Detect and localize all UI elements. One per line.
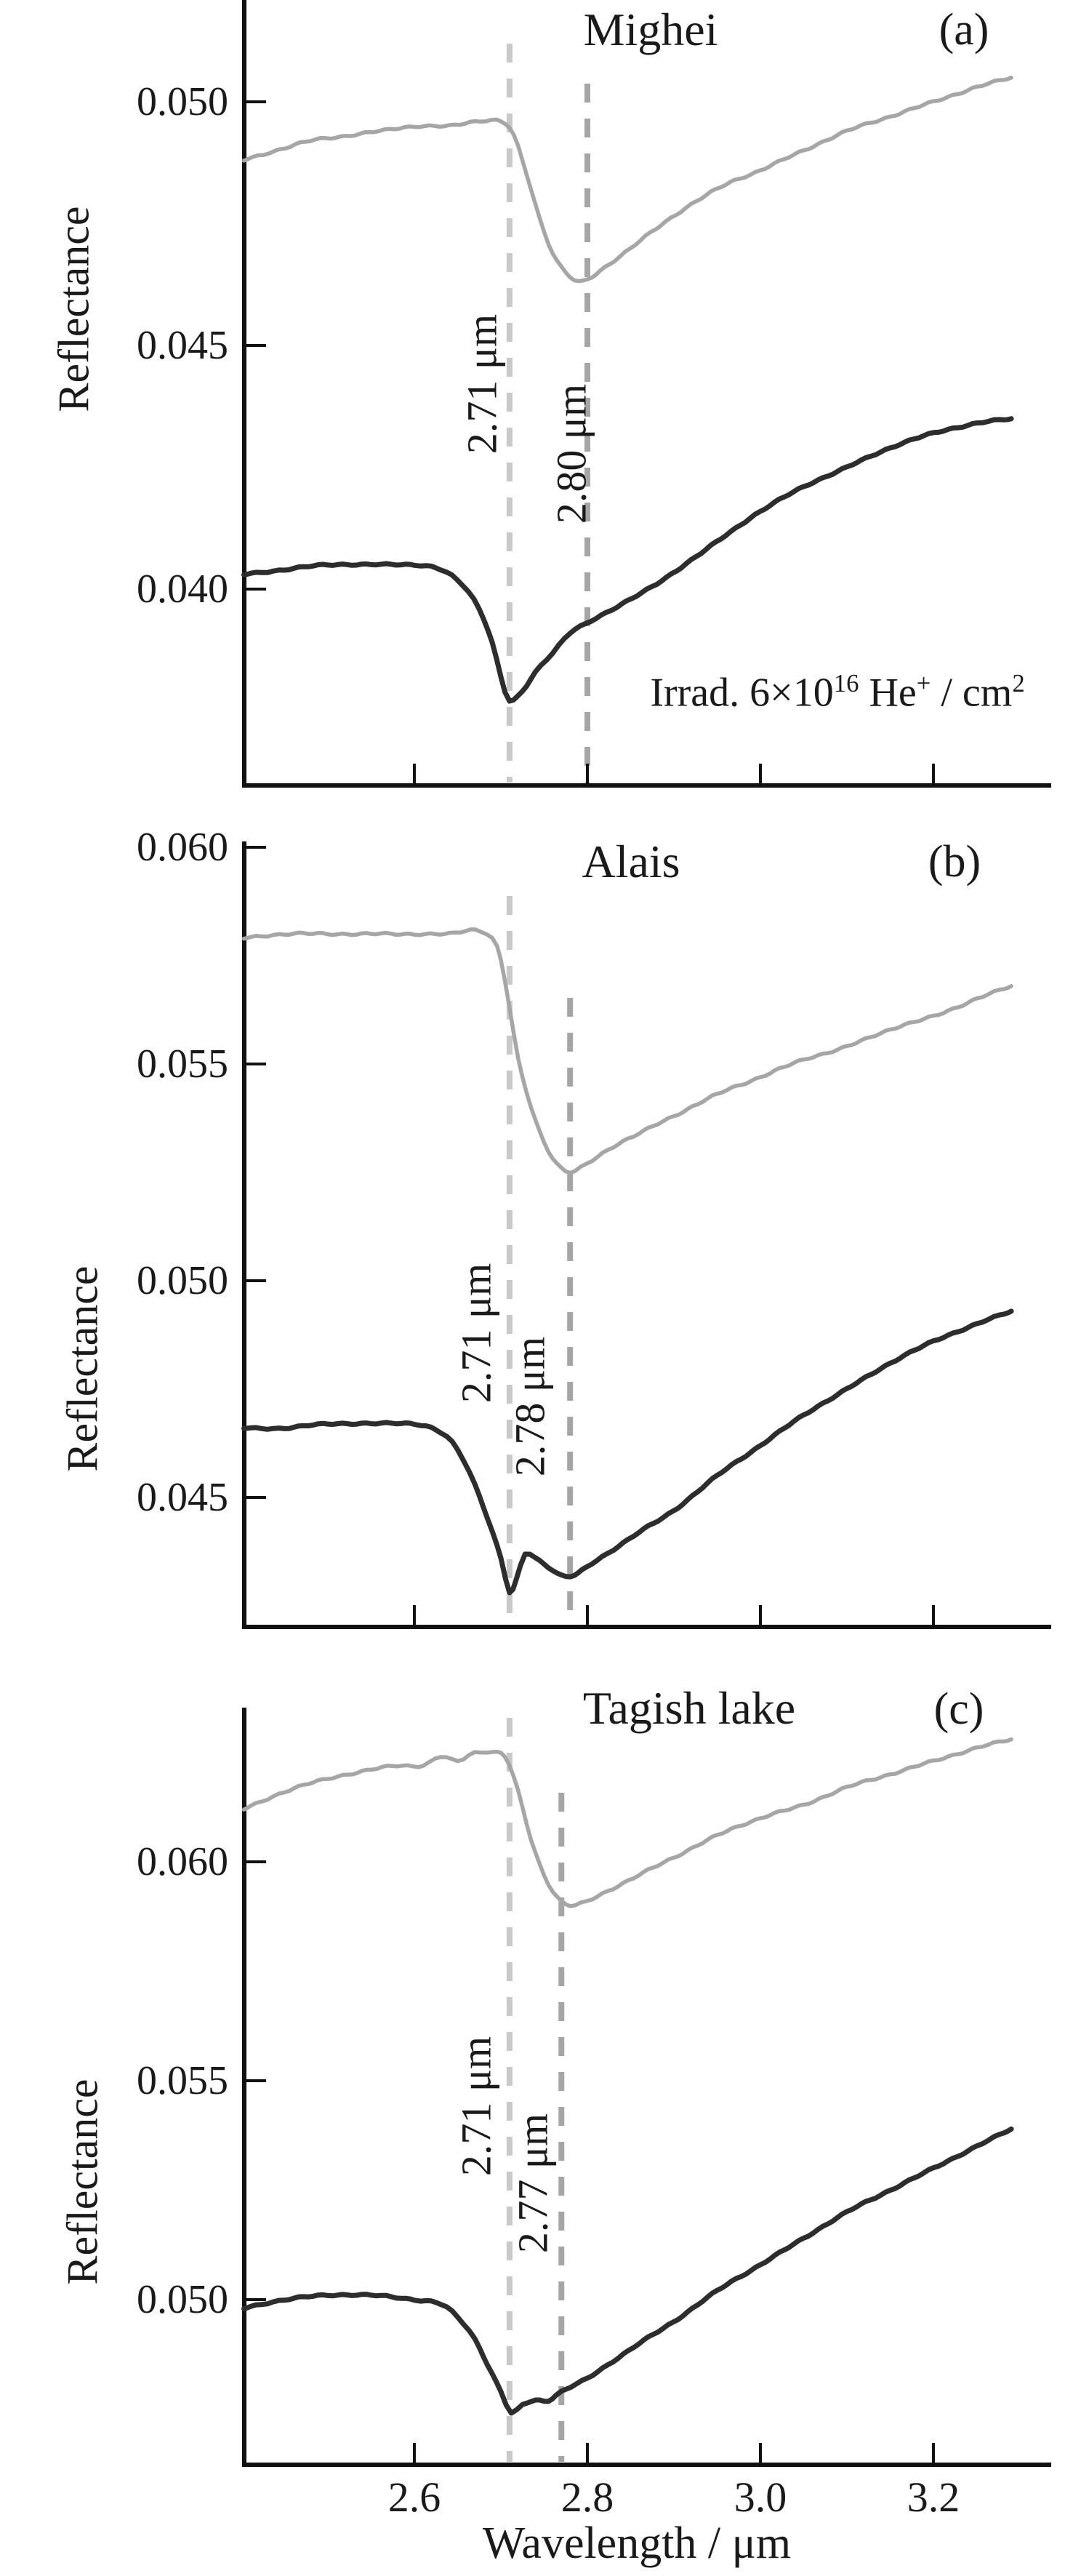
panel-b-annotation-271: 2.71 μm: [452, 1263, 500, 1404]
panel-a-annotation-280: 2.80 μm: [547, 383, 595, 524]
y-tick-label-(c): 0.055: [137, 2057, 228, 2103]
irradiated-spectrum-(a): [241, 416, 1014, 704]
unirradiated-spectrum-(c): [241, 1737, 1013, 1908]
irradiated-spectrum-(c): [241, 2126, 1014, 2416]
y-tick-label-(a): 0.050: [137, 79, 228, 125]
x-tick-label: 2.6: [387, 2473, 441, 2521]
panel-c-annotation-277: 2.77 μm: [509, 2113, 557, 2254]
y-tick-label-(b): 0.060: [137, 824, 228, 870]
panel-a-letter: (a): [939, 5, 989, 55]
panel-b-title: Alais: [582, 836, 680, 887]
panel-c-letter: (c): [933, 1684, 984, 1734]
y-tick-label-(b): 0.055: [137, 1041, 228, 1087]
panel-a-annotation-271: 2.71 μm: [458, 313, 506, 455]
x-tick-label: 2.8: [560, 2473, 614, 2521]
y-tick-label-(b): 0.045: [137, 1474, 228, 1520]
y-tick-label-(b): 0.050: [137, 1257, 228, 1303]
unirradiated-spectrum-(a): [241, 75, 1013, 284]
x-axis-title: Wavelength / μm: [482, 2519, 792, 2568]
y-tick-label-(c): 0.060: [137, 1839, 228, 1884]
irradiation-note: Irrad. 6×1016 He+ / cm2: [650, 669, 1025, 716]
panel-a-y-axis-title: Reflectance: [49, 206, 98, 412]
panel-b-annotation-278: 2.78 μm: [506, 1336, 554, 1477]
y-tick-label-(a): 0.040: [137, 567, 228, 612]
panel-c-title: Tagish lake: [582, 1682, 796, 1734]
panel-b-letter: (b): [928, 837, 981, 887]
panel-c-y-axis-title: Reflectance: [58, 2079, 107, 2285]
x-tick-label: 3.2: [907, 2473, 960, 2521]
panel-c-annotation-271: 2.71 μm: [452, 2036, 500, 2177]
y-tick-label-(a): 0.045: [137, 323, 228, 368]
panel-b-y-axis-title: Reflectance: [58, 1265, 107, 1472]
unirradiated-spectrum-(b): [241, 927, 1013, 1175]
x-tick-label: 3.0: [734, 2473, 787, 2521]
y-tick-label-(c): 0.050: [137, 2276, 228, 2322]
panel-a-title: Mighei: [583, 4, 718, 55]
irradiated-spectrum-(b): [241, 1308, 1014, 1596]
